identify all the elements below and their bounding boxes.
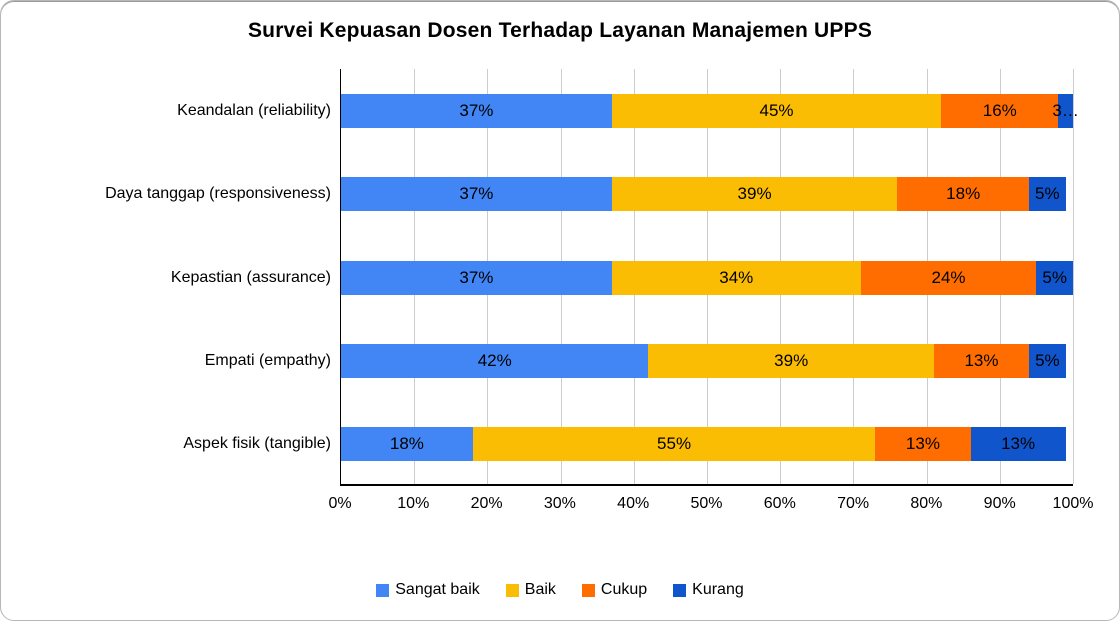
legend-label: Kurang <box>692 581 744 598</box>
bar-segment: 13% <box>933 343 1030 378</box>
x-tick: 100% <box>1052 495 1094 512</box>
bar-segment: 37% <box>341 93 612 128</box>
x-tick: 30% <box>543 495 576 512</box>
bar-value-label: 5% <box>1042 267 1067 287</box>
bar-value-label: 37% <box>459 184 494 204</box>
bar-value-label: 18% <box>389 434 424 454</box>
bar-segment: 34% <box>611 260 861 295</box>
bar-segment: 16% <box>941 93 1059 128</box>
plot-area: 37% 45% 16% 3… 37% 39% 18% 5% 37% 34% 24% 5% 42% 39% 1… <box>340 69 1079 486</box>
bar-value-label: 37% <box>459 100 494 120</box>
bar-row: 37% 34% 24% 5% <box>341 260 1073 295</box>
bar-value-label: 39% <box>774 350 809 370</box>
category-label: Daya tanggap (responsiveness) <box>105 185 331 203</box>
bar-segment: 39% <box>611 177 898 212</box>
legend-swatch <box>581 583 595 597</box>
bar-value-label: 3… <box>1052 100 1079 120</box>
bar-value-label: 45% <box>759 100 794 120</box>
x-tick: 90% <box>983 495 1016 512</box>
bar-segment: 13% <box>875 427 971 462</box>
x-axis: 0% 10% 20% 30% 40% 50% 60% 70% 80% 90% 100% <box>328 495 1093 519</box>
bar-value-label: 16% <box>982 100 1017 120</box>
x-tick: 10% <box>397 495 430 512</box>
x-tick: 40% <box>617 495 650 512</box>
bar-segment: 37% <box>341 260 612 295</box>
bar-value-label: 13% <box>1001 434 1036 454</box>
x-tick: 50% <box>690 495 723 512</box>
bar-segment: 18% <box>341 427 473 462</box>
bar-row: 37% 39% 18% 5% <box>341 177 1073 212</box>
bar-value-label: 42% <box>477 350 512 370</box>
chart-title: Survei Kepuasan Dosen Terhadap Layanan M… <box>247 19 873 42</box>
category-label: Kepastian (assurance) <box>170 268 331 286</box>
bar-segment: 45% <box>611 93 942 128</box>
bar-segment: 42% <box>341 343 649 378</box>
bar-segment: 5% <box>1036 260 1073 295</box>
legend-swatch <box>673 583 687 597</box>
legend-item: Baik <box>505 581 556 599</box>
bar-value-label: 39% <box>737 184 772 204</box>
category-label: Aspek fisik (tangible) <box>183 435 331 453</box>
bar-row: 18% 55% 13% 13% <box>341 427 1073 462</box>
legend-label: Sangat baik <box>395 581 480 598</box>
bar-segment: 55% <box>472 427 876 462</box>
bar-value-label: 37% <box>459 267 494 287</box>
bar-segment: 3… <box>1052 93 1079 128</box>
bar-segment: 5% <box>1029 177 1066 212</box>
legend-swatch <box>376 583 390 597</box>
x-tick: 60% <box>763 495 796 512</box>
bar-value-label: 55% <box>657 434 692 454</box>
bar-value-label: 5% <box>1035 184 1060 204</box>
category-label: Empati (empathy) <box>204 351 331 369</box>
bar-segment: 37% <box>341 177 612 212</box>
legend-item: Cukup <box>581 581 648 599</box>
legend-label: Baik <box>524 581 556 598</box>
x-tick: 20% <box>470 495 503 512</box>
bar-value-label: 24% <box>931 267 966 287</box>
bar-row: 37% 45% 16% 3… <box>341 93 1079 128</box>
category-axis: Keandalan (reliability) Daya tanggap (res… <box>1 69 331 486</box>
legend-item: Sangat baik <box>376 581 480 599</box>
bar-segment: 13% <box>970 427 1066 462</box>
category-label: Keandalan (reliability) <box>177 101 331 119</box>
x-tick: 70% <box>837 495 870 512</box>
legend-label: Cukup <box>600 581 648 598</box>
bar-value-label: 5% <box>1035 350 1060 370</box>
bar-segment: 18% <box>897 177 1030 212</box>
bar-row: 42% 39% 13% 5% <box>341 343 1073 378</box>
gridline <box>1073 69 1074 484</box>
legend-swatch <box>505 583 519 597</box>
bar-segment: 39% <box>648 343 934 378</box>
x-tick: 80% <box>910 495 943 512</box>
bar-value-label: 34% <box>719 267 754 287</box>
legend: Sangat baik Baik Cukup Kurang <box>1 581 1119 599</box>
x-tick: 0% <box>328 495 352 512</box>
bar-value-label: 13% <box>964 350 999 370</box>
bar-value-label: 13% <box>905 434 940 454</box>
bar-segment: 5% <box>1029 343 1066 378</box>
bar-segment: 24% <box>860 260 1037 295</box>
legend-item: Kurang <box>673 581 744 599</box>
bar-value-label: 18% <box>946 184 981 204</box>
